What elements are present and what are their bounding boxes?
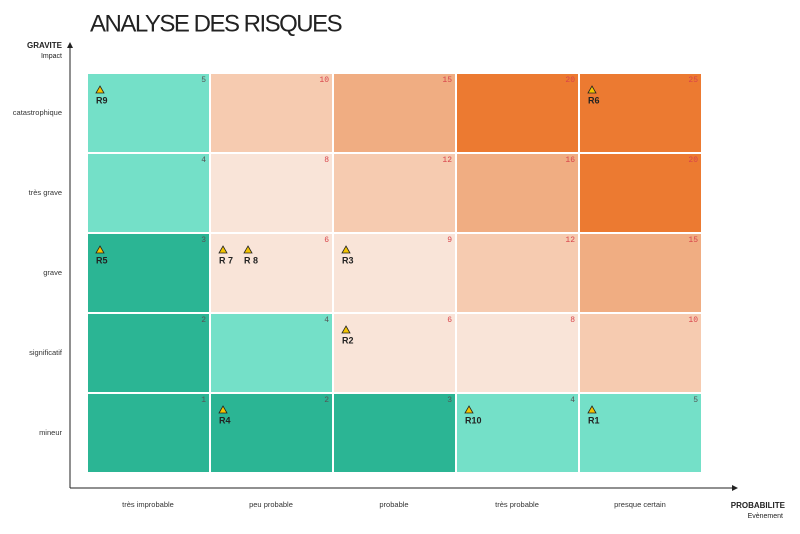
- cell: [211, 394, 332, 472]
- risk-label: R2: [342, 335, 354, 345]
- score: 2: [201, 316, 206, 325]
- y-label: mineur: [39, 428, 62, 437]
- warning-icon: [95, 245, 105, 254]
- cell: [580, 154, 701, 232]
- score: 2: [324, 396, 329, 405]
- x-label: très improbable: [122, 500, 174, 509]
- score: 25: [688, 76, 698, 85]
- score: 1: [201, 396, 206, 405]
- risk-label: R6: [588, 95, 600, 105]
- score: 10: [319, 76, 329, 85]
- cell: [457, 74, 578, 152]
- cell: [457, 314, 578, 392]
- score: 3: [201, 236, 206, 245]
- score: 9: [447, 236, 452, 245]
- cell: [211, 234, 332, 312]
- grid: catastrophique très grave grave significati…: [13, 74, 701, 509]
- score: 12: [442, 156, 452, 165]
- risk-label: R4: [219, 415, 231, 425]
- y-label: catastrophique: [13, 108, 62, 117]
- score: 10: [688, 316, 698, 325]
- cell: [88, 394, 209, 472]
- x-axis-subtitle: Evènement: [748, 513, 783, 520]
- score: 6: [447, 316, 452, 325]
- warning-icon: [464, 405, 474, 414]
- cell: [580, 74, 701, 152]
- score: 12: [565, 236, 575, 245]
- cell: [580, 314, 701, 392]
- cell: [88, 314, 209, 392]
- score: 20: [688, 156, 698, 165]
- warning-icon: [95, 85, 105, 94]
- warning-icon: [341, 245, 351, 254]
- x-label: très probable: [495, 500, 539, 509]
- score: 16: [565, 156, 575, 165]
- cell: [457, 154, 578, 232]
- cell: [88, 74, 209, 152]
- warning-icon: [587, 405, 597, 414]
- warning-icon: [218, 245, 228, 254]
- x-label: presque certain: [614, 500, 666, 509]
- cell: [211, 314, 332, 392]
- x-axis-title: PROBABILITE: [731, 501, 786, 510]
- cell: [457, 234, 578, 312]
- y-axis-title: GRAVITE: [27, 41, 63, 50]
- cell: [88, 234, 209, 312]
- risk-label: R10: [465, 415, 482, 425]
- risk-label: R 7: [219, 255, 233, 265]
- warning-icon: [218, 405, 228, 414]
- cell: [580, 394, 701, 472]
- score: 8: [570, 316, 575, 325]
- y-axis-subtitle: Impact: [41, 53, 62, 60]
- cell: [211, 74, 332, 152]
- cell: [457, 394, 578, 472]
- score: 15: [442, 76, 452, 85]
- cell: [334, 314, 455, 392]
- y-label: très grave: [29, 188, 62, 197]
- risk-label: R 8: [244, 255, 258, 265]
- score: 15: [688, 236, 698, 245]
- risk-label: R5: [96, 255, 108, 265]
- cell: [88, 154, 209, 232]
- score: 5: [693, 396, 698, 405]
- risk-label: R3: [342, 255, 354, 265]
- score: 4: [324, 316, 329, 325]
- score: 4: [201, 156, 206, 165]
- y-label: significatif: [29, 348, 63, 357]
- cell: [334, 74, 455, 152]
- cell: [580, 234, 701, 312]
- cell: [334, 234, 455, 312]
- score: 4: [570, 396, 575, 405]
- x-label: peu probable: [249, 500, 293, 509]
- warning-icon: [341, 325, 351, 334]
- risk-label: R1: [588, 415, 600, 425]
- cell: [334, 154, 455, 232]
- warning-icon: [587, 85, 597, 94]
- score: 20: [565, 76, 575, 85]
- y-label: grave: [43, 268, 62, 277]
- cell: [211, 154, 332, 232]
- warning-icon: [243, 245, 253, 254]
- score: 5: [201, 76, 206, 85]
- score: 8: [324, 156, 329, 165]
- title: ANALYSE DES RISQUES: [90, 10, 342, 37]
- risk-label: R9: [96, 95, 108, 105]
- score: 3: [447, 396, 452, 405]
- cell: [334, 394, 455, 472]
- x-label: probable: [379, 500, 408, 509]
- score: 6: [324, 236, 329, 245]
